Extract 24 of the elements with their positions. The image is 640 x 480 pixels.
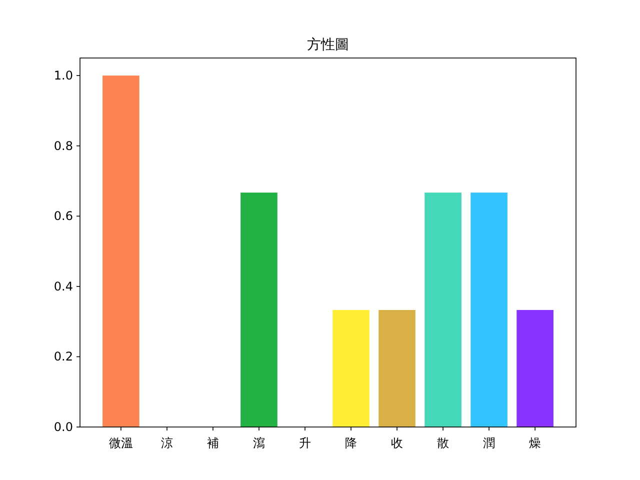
bar <box>516 310 554 427</box>
x-tick-label: 補 <box>206 436 219 450</box>
y-tick-label: 1.0 <box>54 68 73 83</box>
bar <box>378 310 416 427</box>
y-tick-label: 0.8 <box>54 138 73 153</box>
chart-title: 方性圖 <box>307 37 349 53</box>
y-tick-label: 0.2 <box>54 350 73 364</box>
x-tick-label: 散 <box>437 436 450 450</box>
x-tick-label: 升 <box>298 436 311 450</box>
x-tick-label: 燥 <box>529 436 542 450</box>
x-tick-label: 潤 <box>483 436 496 450</box>
bar <box>424 192 462 427</box>
x-tick-label: 瀉 <box>252 436 265 450</box>
bar <box>332 310 370 427</box>
bar <box>470 192 508 427</box>
x-tick-label: 收 <box>391 436 404 450</box>
bar <box>240 192 278 427</box>
x-tick-label: 降 <box>345 436 358 450</box>
x-tick-label: 涼 <box>160 436 173 450</box>
y-tick-label: 0.6 <box>54 209 73 224</box>
x-tick-label: 微溫 <box>108 436 133 450</box>
y-tick-label: 0.4 <box>54 279 73 294</box>
bar <box>102 76 140 427</box>
y-tick-label: 0.0 <box>54 420 73 434</box>
